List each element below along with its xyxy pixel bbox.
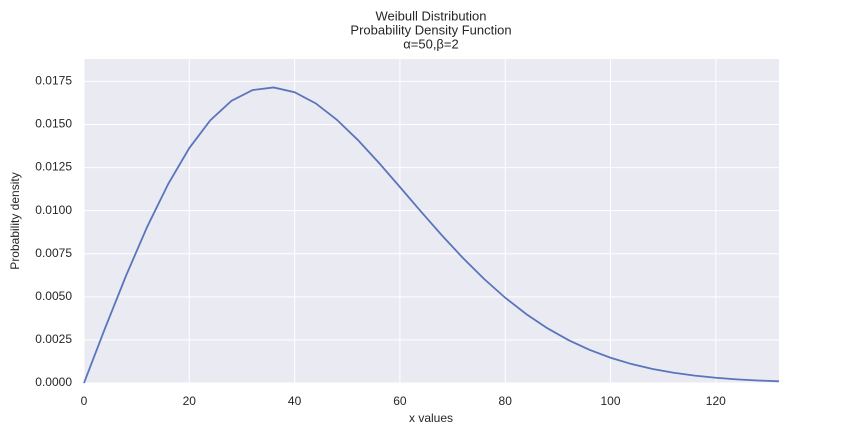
y-tick-label: 0.0000 [35,375,72,389]
line [83,86,780,384]
y-tick-label: 0.0050 [35,289,72,303]
y-tick-label: 0.0100 [35,203,72,217]
y-tick-label: 0.0175 [35,74,72,88]
y-axis-label: Probability density [8,172,22,269]
y-tick-label: 0.0075 [35,246,72,260]
x-axis-label: x values [409,411,453,425]
plot-area [84,59,779,383]
x-tick-label: 60 [393,394,407,408]
x-tick-label: 80 [499,394,513,408]
chart-parameters: α=50,β=2 [403,36,458,51]
x-tick-label: 20 [183,394,197,408]
x-tick-label: 40 [288,394,302,408]
x-tick-label: 100 [600,394,620,408]
x-tick-label: 0 [81,394,88,408]
x-tick-label: 120 [706,394,726,408]
y-tick-label: 0.0150 [35,117,72,131]
chart-subtitle: Probability Density Function [350,22,511,37]
y-tick-label: 0.0125 [35,160,72,174]
y-tick-label: 0.0025 [35,332,72,346]
chart-title: Weibull Distribution [375,8,486,23]
